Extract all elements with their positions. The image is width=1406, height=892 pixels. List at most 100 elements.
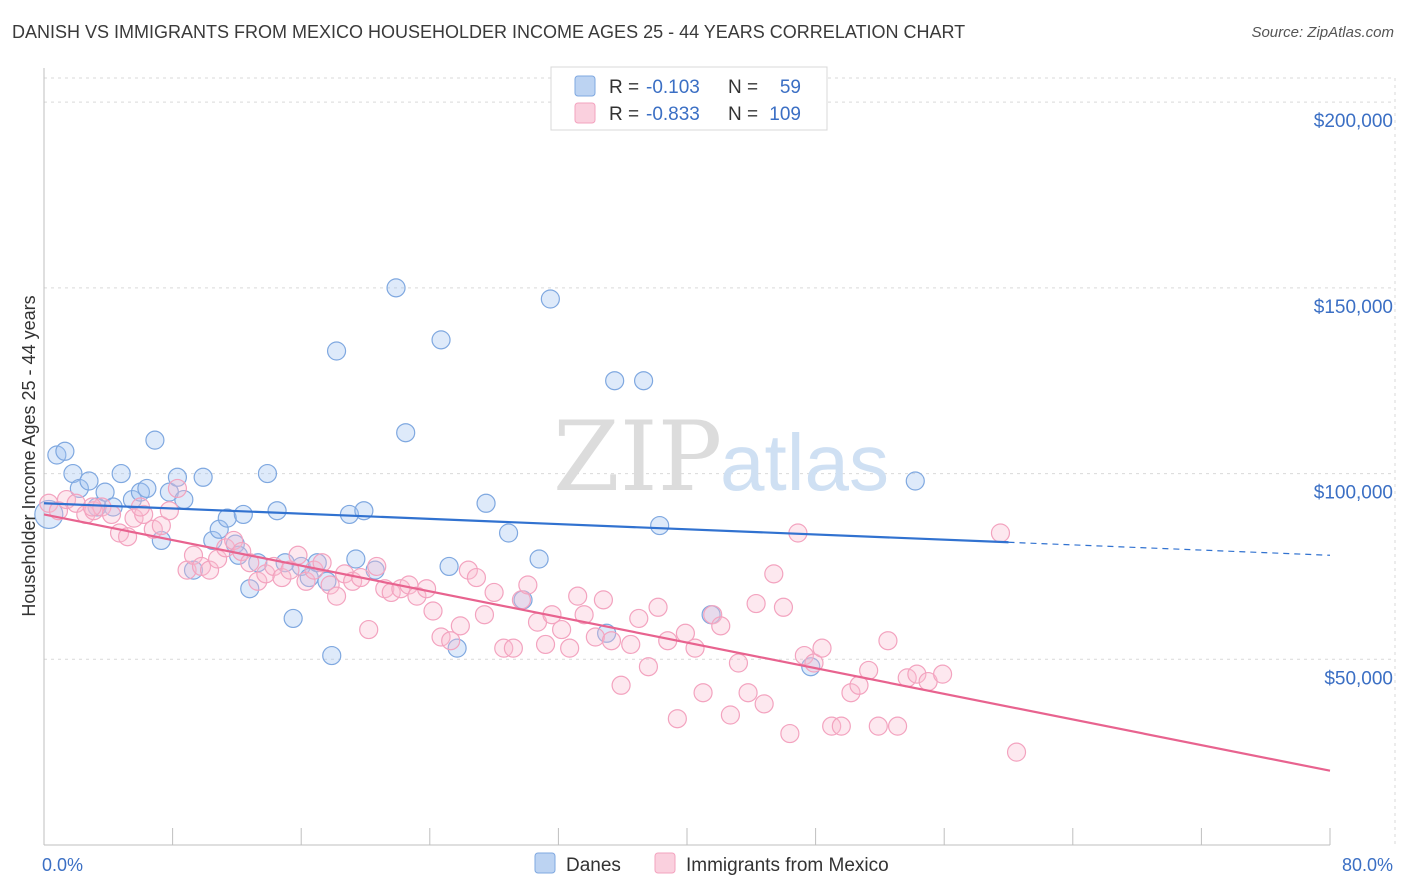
- legend-box: [550, 66, 828, 131]
- danes-point: [217, 508, 237, 528]
- danes-point: [529, 549, 549, 569]
- legend-r-label-mexico: R =: [609, 104, 639, 125]
- danes-point: [233, 504, 253, 525]
- legend-r-value-danes: -0.103: [646, 77, 700, 98]
- legend: R = -0.103 N = 59 R = -0.833 N = 109: [550, 66, 828, 131]
- mexico-point: [568, 586, 588, 606]
- mexico-point: [431, 627, 451, 647]
- mexico-point: [159, 501, 179, 521]
- danes-point: [386, 278, 406, 298]
- danes-point: [145, 430, 165, 450]
- danes-point: [55, 441, 75, 461]
- mexico-point: [822, 716, 842, 736]
- danes-trend-extension: [1008, 541, 1331, 556]
- mexico-point: [484, 582, 504, 603]
- mexico-point: [667, 709, 687, 729]
- danes-point: [122, 489, 143, 510]
- mexico-point: [199, 560, 220, 580]
- axes: [43, 68, 1331, 846]
- mexico-point: [367, 556, 387, 577]
- mexico-point: [703, 605, 723, 625]
- y-tick-label: $50,000: [1324, 668, 1393, 689]
- mexico-point: [593, 590, 614, 610]
- legend-swatch-mexico: [574, 102, 596, 124]
- danes-point: [447, 638, 467, 658]
- danes-point: [193, 467, 213, 487]
- danes-point: [317, 571, 337, 591]
- mexico-point: [296, 571, 316, 591]
- danes-point: [167, 467, 188, 487]
- watermark: ZIP atlas: [553, 401, 889, 513]
- watermark-zip: ZIP: [553, 401, 722, 513]
- mexico-point: [585, 627, 605, 647]
- danes-point: [283, 608, 303, 629]
- mexico-point: [773, 597, 794, 617]
- y-axis-title: Householder Income Ages 25 - 44 years: [19, 295, 39, 616]
- mexico-point: [780, 723, 800, 744]
- x-tick-label-min: 0.0%: [42, 855, 83, 875]
- danes-point: [346, 549, 366, 569]
- bottom-legend-label-mexico: Immigrants from Mexico: [686, 855, 889, 876]
- mexico-point: [359, 619, 379, 640]
- legend-n-label-danes: N =: [728, 77, 758, 98]
- mexico-point: [288, 545, 308, 565]
- mexico-point: [878, 631, 898, 651]
- mexico-point: [693, 683, 713, 703]
- danes-point: [439, 556, 459, 577]
- legend-n-value-mexico: 109: [769, 104, 801, 125]
- y-tick-label: $100,000: [1314, 483, 1393, 504]
- mexico-point: [503, 638, 523, 658]
- mexico-point: [248, 571, 268, 591]
- danes-point: [905, 471, 925, 491]
- danes-point: [257, 463, 278, 484]
- mexico-point: [868, 716, 888, 736]
- mexico-points: [39, 478, 1027, 762]
- danes-point: [111, 463, 131, 484]
- danes-point: [498, 523, 519, 543]
- x-tick-label-max: 80.0%: [1342, 855, 1393, 875]
- mexico-point: [990, 523, 1011, 543]
- bottom-legend-swatch-mexico: [654, 852, 676, 874]
- mexico-point: [629, 608, 649, 629]
- mexico-point: [167, 478, 188, 499]
- mexico-point: [494, 638, 514, 658]
- danes-point: [322, 645, 342, 666]
- mexico-point: [812, 638, 832, 658]
- source-credit: Source: ZipAtlas.com: [1251, 24, 1394, 41]
- danes-points: [34, 278, 925, 677]
- mexico-point: [224, 530, 244, 551]
- mexico-point: [887, 716, 908, 736]
- trend-lines: [43, 502, 1331, 772]
- y-tick-label: $150,000: [1314, 297, 1393, 318]
- mexico-point: [518, 575, 538, 595]
- mexico-point: [560, 638, 580, 658]
- mexico-point: [746, 593, 766, 614]
- mexico-point: [280, 560, 300, 580]
- danes-point: [95, 482, 115, 502]
- mexico-point: [320, 575, 340, 595]
- mexico-point: [764, 564, 784, 584]
- mexico-point: [466, 567, 487, 588]
- danes-point: [540, 289, 560, 309]
- mexico-point: [256, 564, 276, 584]
- mexico-point: [101, 504, 122, 525]
- danes-point: [650, 515, 670, 536]
- danes-point: [267, 501, 287, 521]
- mexico-point: [272, 567, 292, 588]
- danes-point: [240, 579, 260, 599]
- mexico-point: [535, 634, 556, 655]
- mexico-point: [423, 601, 443, 621]
- danes-point: [396, 423, 416, 443]
- legend-n-value-danes: 59: [780, 77, 801, 98]
- mexico-point: [728, 653, 749, 673]
- chart-title: DANISH VS IMMIGRANTS FROM MEXICO HOUSEHO…: [12, 22, 966, 42]
- danes-point: [605, 371, 625, 391]
- mexico-point: [932, 664, 953, 684]
- mexico-point: [638, 657, 659, 677]
- mexico-trend-line: [43, 513, 1331, 772]
- mexico-point: [312, 553, 332, 573]
- danes-point: [431, 330, 451, 350]
- mexico-point: [458, 560, 478, 580]
- mexico-point: [240, 553, 260, 573]
